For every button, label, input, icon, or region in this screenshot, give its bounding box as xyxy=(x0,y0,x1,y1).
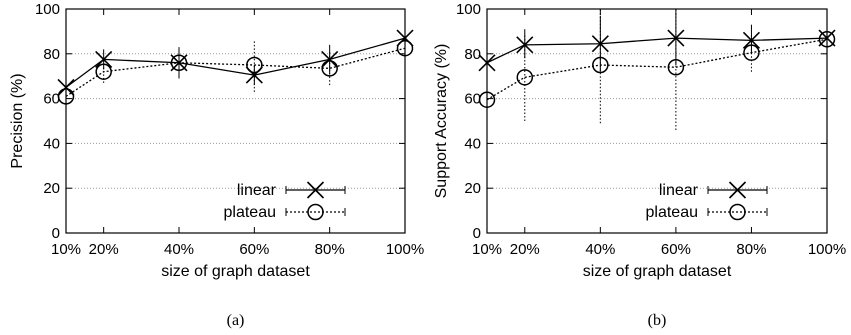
point-linear-20% xyxy=(95,50,113,68)
x-tick-label: 40% xyxy=(585,241,615,258)
legend-label-plateau: plateau xyxy=(224,204,277,221)
legend-label-linear: linear xyxy=(659,182,699,199)
x-tick-label: 100% xyxy=(808,241,846,258)
series-line-linear xyxy=(65,37,406,88)
y-tick-label: 40 xyxy=(464,135,481,152)
point-plateau-100% xyxy=(396,39,414,57)
series-line-plateau xyxy=(486,38,828,101)
legend-marker-linear-stroke-b xyxy=(728,181,747,199)
y-tick-label: 80 xyxy=(464,46,481,63)
y-tick-label: 20 xyxy=(43,180,60,197)
point-linear-20%-stroke-b xyxy=(516,36,534,54)
x-tick-label: 60% xyxy=(661,241,691,258)
legend-marker-linear-stroke-b xyxy=(306,181,325,199)
series-plateau xyxy=(57,35,414,110)
y-tick-label: 100 xyxy=(35,1,60,18)
legend: linear plateau xyxy=(224,181,346,221)
point-plateau-60% xyxy=(246,56,263,74)
x-axis-title: size of graph dataset xyxy=(161,263,310,280)
y-tick-label: 80 xyxy=(43,46,60,63)
point-plateau-60% xyxy=(667,58,685,76)
point-linear-40%-stroke-b xyxy=(591,35,609,53)
point-plateau-20% xyxy=(516,69,534,86)
x-tick-label: 100% xyxy=(386,241,424,258)
point-linear-10%-stroke-b xyxy=(478,54,496,72)
point-plateau-80% xyxy=(321,60,338,77)
point-plateau-80% xyxy=(743,44,760,61)
point-plateau-100% xyxy=(818,30,836,48)
point-plateau-10% xyxy=(478,91,496,108)
point-linear-80%-stroke-b xyxy=(742,31,761,49)
legend-marker-linear xyxy=(728,181,747,199)
y-tick-label: 0 xyxy=(473,225,481,242)
y-tick-label: 100 xyxy=(456,1,481,18)
y-tick-label: 0 xyxy=(52,225,60,242)
x-tick-label: 80% xyxy=(315,241,345,258)
series-plateau xyxy=(478,9,836,135)
point-linear-40% xyxy=(591,35,609,53)
y-tick-label: 60 xyxy=(43,91,60,108)
y-tick-label: 40 xyxy=(43,135,60,152)
y-tick-label: 20 xyxy=(464,180,481,197)
chart-panel-a: 0 20 40 60 80 100 10% 20% 40% 60% 80% 100% size of g… xyxy=(9,1,424,329)
y-axis-title: Precision (%) xyxy=(9,73,26,168)
series-line-linear xyxy=(486,37,828,64)
y-tick-label: 60 xyxy=(464,91,481,108)
panel-label: (a) xyxy=(227,312,245,329)
legend: linear plateau xyxy=(646,181,768,221)
x-axis-title: size of graph dataset xyxy=(583,263,732,280)
legend-marker-linear xyxy=(306,181,325,199)
x-tick-label: 20% xyxy=(510,241,540,258)
point-plateau-40% xyxy=(592,56,609,74)
point-linear-10% xyxy=(478,54,496,72)
point-linear-20%-stroke-b xyxy=(95,50,113,68)
point-plateau-10% xyxy=(57,88,75,105)
x-tick-label: 10% xyxy=(51,241,81,258)
plot-frame xyxy=(65,8,406,234)
chart-panel-b: 0 20 40 60 80 100 10% 20% 40% 60% 80% 100% size of g… xyxy=(433,1,846,329)
x-tick-label: 80% xyxy=(736,241,766,258)
point-linear-80% xyxy=(742,31,761,49)
legend-label-plateau: plateau xyxy=(646,204,699,221)
x-tick-label: 60% xyxy=(239,241,269,258)
plot-frame xyxy=(486,8,828,234)
legend-label-linear: linear xyxy=(237,182,277,199)
legend-marker-plateau xyxy=(307,203,324,221)
x-tick-label: 10% xyxy=(472,241,502,258)
legend-marker-plateau xyxy=(729,203,746,221)
point-plateau-20% xyxy=(95,63,112,80)
y-axis-title: Support Accuracy (%) xyxy=(433,44,450,199)
point-linear-20% xyxy=(516,36,534,54)
panel-label: (b) xyxy=(648,312,667,329)
point-plateau-40% xyxy=(170,54,188,72)
x-tick-label: 40% xyxy=(164,241,194,258)
x-tick-label: 20% xyxy=(89,241,119,258)
